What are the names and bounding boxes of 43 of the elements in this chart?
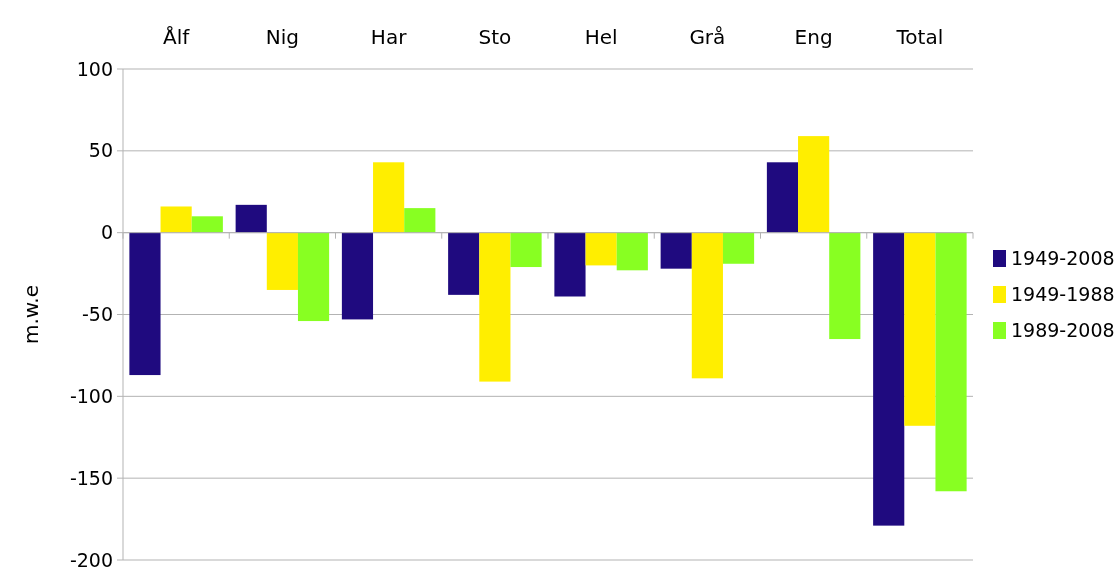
bar [235,204,267,233]
x-tick-label: Nig [265,25,299,49]
y-tick-label: -50 [81,303,113,326]
bar [766,162,799,233]
bar [479,232,511,382]
bar [935,232,967,492]
x-tick-label: Hel [584,25,618,49]
legend-label: 1989-2008 [1011,318,1115,341]
x-tick-label: Ålf [162,25,191,49]
x-tick-label: Total [895,25,944,49]
x-tick-label: Har [370,25,408,49]
y-tick-label: -200 [69,548,113,568]
y-tick-label: 50 [88,139,113,162]
bar [829,232,861,340]
bar [660,232,692,269]
y-tick-label: 0 [100,221,113,244]
bar [722,232,755,264]
bar [616,232,648,271]
bar [691,232,723,379]
bar [510,232,542,268]
bar [873,232,905,526]
x-tick-label: Sto [478,25,512,49]
bar [129,232,161,376]
x-tick-label: Grå [689,25,726,49]
y-tick-label: -150 [69,466,113,489]
y-tick-label: 100 [76,57,113,80]
bar [404,208,436,233]
legend-label: 1949-1988 [1011,282,1115,305]
bar [585,232,617,266]
bar [266,232,298,290]
bar [160,206,192,233]
bar [904,232,936,426]
bar [191,216,223,233]
bar [554,232,586,297]
x-tick-label: Eng [794,25,833,49]
bar [297,232,330,322]
bar [798,136,830,233]
bar [373,162,405,233]
legend-label: 1949-2008 [1011,246,1115,269]
y-tick-label: -100 [69,384,113,407]
bar [448,232,480,295]
y-axis-title: m.w.e [19,284,43,345]
bar [341,232,374,320]
